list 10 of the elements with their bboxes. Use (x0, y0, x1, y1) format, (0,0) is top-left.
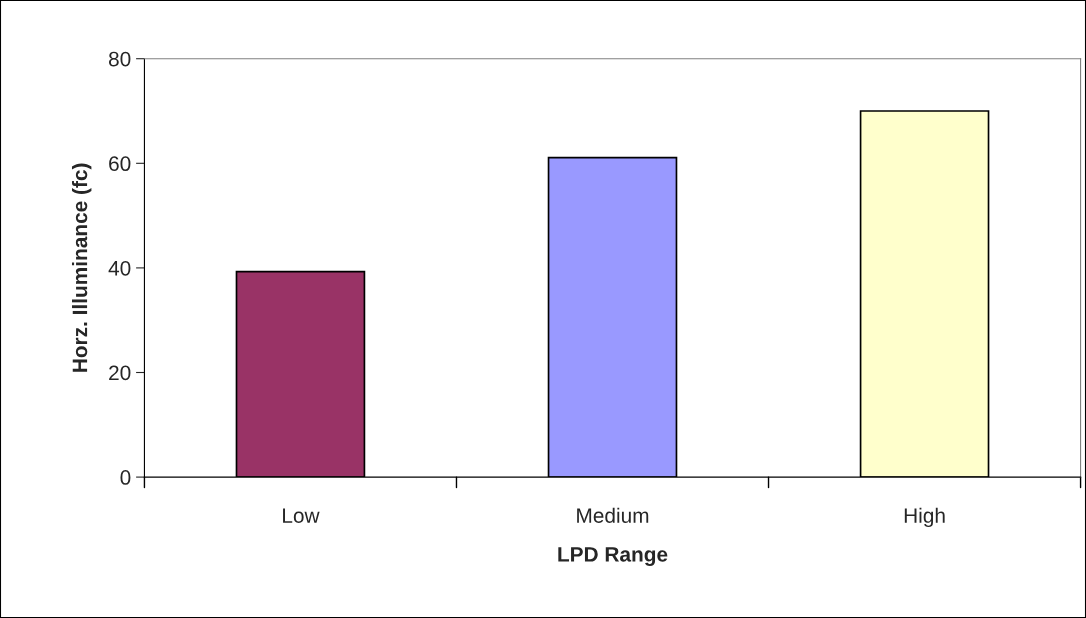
y-tick-label: 0 (120, 470, 131, 485)
y-tick-label: 20 (109, 365, 131, 381)
x-tick-label: Medium (577, 507, 649, 523)
y-axis-title: Horz. Illuminance (fc) (71, 163, 92, 372)
y-tick-label: 80 (108, 51, 131, 67)
x-axis-title: LPD Range (558, 547, 668, 566)
x-tick-label: Low (283, 508, 320, 523)
y-tick-label: 40 (108, 260, 131, 276)
x-tick-label: High (904, 507, 945, 528)
y-tick-label: 60 (109, 156, 131, 172)
